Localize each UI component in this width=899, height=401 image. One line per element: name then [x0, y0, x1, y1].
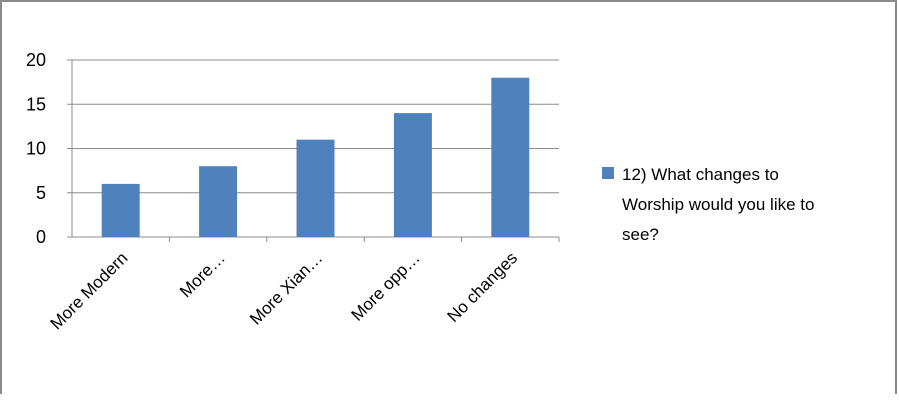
bars	[101, 77, 530, 237]
bar	[101, 183, 140, 237]
y-tick-label: 10	[26, 139, 46, 159]
x-category-labels: More Modern More… More Xian… More opp… No ch…	[47, 248, 522, 333]
y-tick-label: 5	[36, 183, 46, 203]
y-tick-labels: 0 5 10 15 20	[26, 50, 46, 247]
legend: 12) What changes to Worship would you li…	[602, 165, 814, 244]
x-category-label: More Xian…	[246, 248, 326, 328]
bar	[199, 166, 238, 237]
bar	[491, 77, 530, 237]
x-category-label: No changes	[444, 248, 522, 326]
legend-label-line-2: Worship would you like to	[622, 195, 814, 214]
x-category-label: More…	[176, 248, 229, 301]
bar	[296, 139, 335, 237]
y-tick-label: 15	[26, 94, 46, 114]
y-tick-label: 20	[26, 50, 46, 70]
legend-swatch	[602, 167, 614, 179]
x-category-label: More opp…	[347, 248, 423, 324]
bar	[393, 113, 432, 237]
legend-label-line-1: 12) What changes to	[622, 165, 779, 184]
x-category-label: More Modern	[47, 248, 132, 333]
y-tick-label: 0	[36, 227, 46, 247]
legend-label-line-3: see?	[622, 225, 659, 244]
